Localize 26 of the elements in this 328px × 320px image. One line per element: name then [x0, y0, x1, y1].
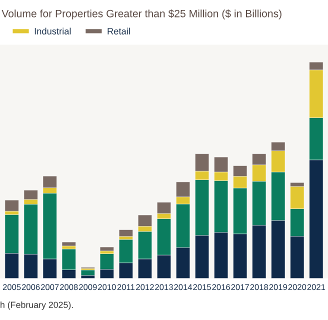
x-tick-label: 2012 [136, 284, 154, 290]
bar [62, 242, 76, 246]
bar [80, 270, 95, 276]
x-tick-label: 2013 [155, 284, 173, 290]
bar [118, 230, 133, 237]
x-tick-label: 2011 [117, 284, 135, 290]
x-tick-label: 2019 [269, 284, 288, 290]
x-tick-label: 2018 [250, 284, 268, 290]
x-tick-label: 2021 [307, 284, 326, 290]
text: h (February 2025). [0, 301, 73, 310]
x-tick-label: 2014 [174, 284, 192, 290]
x-tick-label: 2015 [193, 284, 211, 290]
chart-title: Volume for Properties Greater than $25 Million ($ in Billions) [2, 9, 282, 20]
bar [100, 246, 114, 252]
x-tick-label: 2010 [98, 284, 116, 290]
x-tick-label: 2008 [60, 284, 78, 290]
legend-label: Industrial [34, 28, 71, 34]
bar [4, 200, 19, 212]
x-tick-label: 2006 [22, 284, 40, 290]
x-tick-label: 2020 [288, 284, 306, 290]
x-tick-label: 2017 [231, 284, 249, 290]
legend-label: Retail [108, 28, 130, 34]
x-tick-label: 2005 [2, 284, 21, 290]
x-tick-label: 2009 [79, 284, 97, 290]
x-tick-label: 2016 [212, 284, 230, 290]
x-tick-label: 2007 [41, 284, 59, 290]
